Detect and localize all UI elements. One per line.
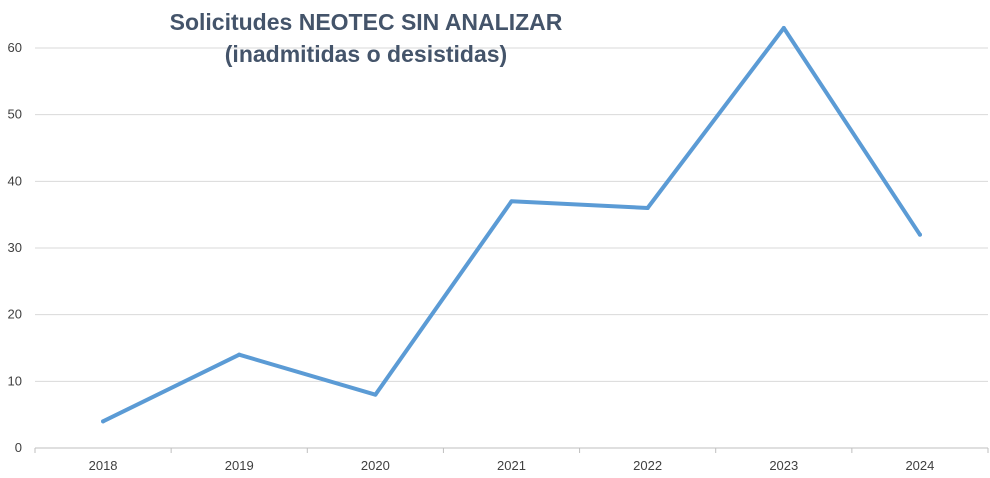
- x-tick-label-2019: 2019: [225, 458, 254, 473]
- y-axis-tick-labels: 0 10 20 30 40 50 60: [8, 40, 22, 455]
- data-point-2021: [509, 199, 514, 204]
- x-tick-label-2020: 2020: [361, 458, 390, 473]
- x-axis-tick-labels: 2018 2019 2020 2021 2022 2023 2024: [89, 458, 935, 473]
- x-tick-label-2023: 2023: [769, 458, 798, 473]
- x-axis: [34, 447, 989, 453]
- y-tick-label-10: 10: [8, 373, 22, 388]
- gridlines: [35, 47, 988, 382]
- chart-title-line-2: (inadmitidas o desistidas): [225, 41, 507, 67]
- x-tick-label-2024: 2024: [905, 458, 934, 473]
- data-point-2019: [237, 352, 242, 357]
- data-point-2023: [781, 26, 786, 30]
- x-tick-label-2022: 2022: [633, 458, 662, 473]
- chart-title: Solicitudes NEOTEC SIN ANALIZAR (inadmit…: [170, 9, 563, 67]
- y-tick-label-60: 60: [8, 40, 22, 55]
- x-tick-label-2018: 2018: [89, 458, 118, 473]
- data-point-2018: [101, 419, 106, 424]
- y-tick-label-40: 40: [8, 173, 22, 188]
- y-tick-label-30: 30: [8, 240, 22, 255]
- y-tick-label-50: 50: [8, 107, 22, 122]
- x-tick-label-2021: 2021: [497, 458, 526, 473]
- data-point-2022: [645, 206, 650, 210]
- y-tick-label-20: 20: [8, 307, 22, 322]
- chart-title-line-1: Solicitudes NEOTEC SIN ANALIZAR: [170, 9, 563, 35]
- y-tick-label-0: 0: [15, 440, 22, 455]
- data-point-2024: [917, 232, 922, 237]
- series-line-0: [101, 26, 922, 424]
- data-point-2020: [373, 392, 378, 397]
- series-layer: [101, 26, 922, 424]
